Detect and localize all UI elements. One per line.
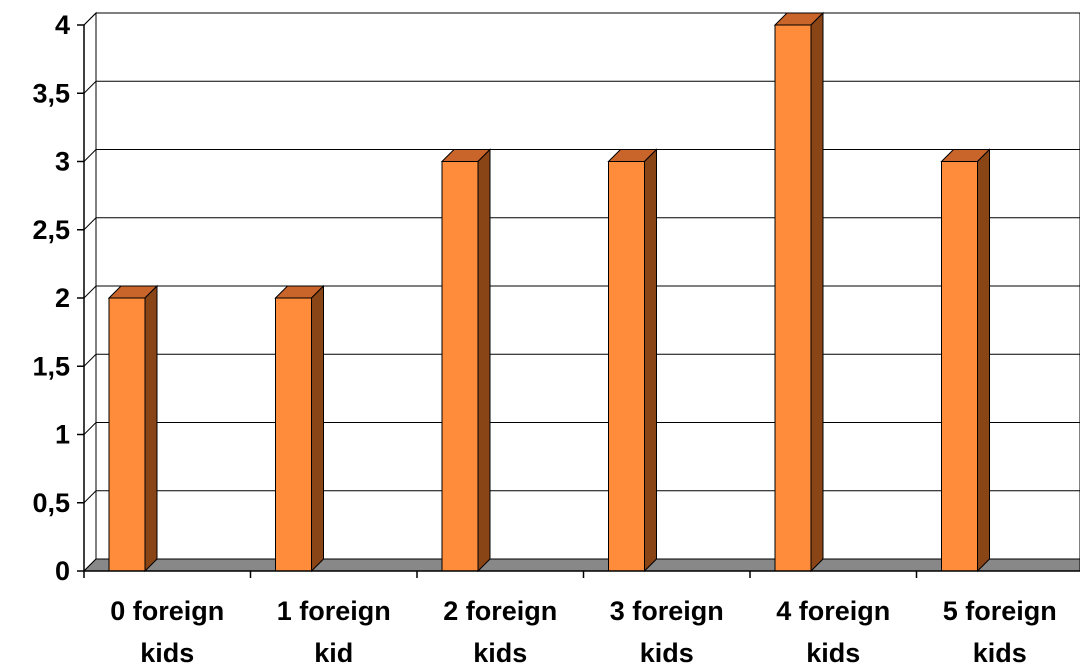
gridline-side (83, 217, 97, 231)
y-tick-label: 3,5 (32, 78, 70, 108)
y-axis-ticks: 0 0,5 1 1,5 2 2,5 3 3,5 4 (32, 10, 84, 586)
x-tick-label-line: kids (473, 638, 527, 668)
x-tick-label-line: 0 foreign (110, 596, 224, 626)
bar (940, 148, 991, 573)
y-tick-label: 1 (55, 420, 70, 450)
x-tick-label-line: kids (973, 638, 1027, 668)
bar (773, 11, 825, 573)
gridline-side (83, 149, 97, 162)
gridline-side (83, 422, 97, 435)
gridlines (83, 12, 1080, 504)
x-tick-label: 4 foreign kids (776, 596, 890, 668)
bar-side (477, 148, 491, 573)
bar (607, 148, 658, 573)
x-tick-label-line: 3 foreign (610, 596, 724, 626)
x-tick-label-line: 4 foreign (776, 596, 890, 626)
gridline-side (83, 285, 97, 299)
x-tick-label: 3 foreign kids (610, 596, 724, 668)
bar-side (810, 11, 824, 573)
bar-side (144, 284, 158, 573)
bar-front (608, 161, 645, 572)
x-tick-label-line: kid (314, 638, 353, 668)
bars (107, 11, 991, 573)
y-tick-label: 1,5 (32, 351, 70, 381)
x-tick-label: 0 foreign kids (110, 596, 224, 668)
bar-side (644, 148, 657, 573)
x-tick-label: 5 foreign kids (943, 596, 1057, 668)
chart-walls (83, 11, 1080, 573)
chart-floor (82, 558, 1080, 572)
bar-front (441, 161, 479, 572)
y-tick-label: 3 (55, 147, 70, 177)
gridline-side (83, 12, 97, 26)
x-tick-label: 1 foreign kid (277, 596, 391, 668)
bar (440, 148, 492, 573)
bar-front (774, 24, 812, 572)
y-tick-label: 2 (55, 283, 70, 313)
y-tick-label: 0 (55, 556, 70, 586)
bar (274, 284, 325, 573)
gridline-side (83, 490, 97, 504)
x-tick-label-line: kids (806, 638, 860, 668)
bar-side (311, 284, 324, 573)
gridline-side (83, 80, 97, 94)
floor (82, 558, 1080, 572)
bar (107, 284, 159, 573)
bar-front (108, 297, 146, 572)
x-tick-label: 2 foreign kids (443, 596, 557, 668)
y-tick-label: 0,5 (32, 488, 70, 518)
y-tick-label: 2,5 (32, 215, 70, 245)
x-tick-label-line: kids (640, 638, 694, 668)
x-tick-label-line: 5 foreign (943, 596, 1057, 626)
x-tick-label-line: 1 foreign (277, 596, 391, 626)
x-tick-label-line: 2 foreign (443, 596, 557, 626)
bar-side (977, 148, 990, 573)
bar-front (941, 161, 978, 572)
y-tick-label: 4 (55, 10, 70, 40)
x-tick-label-line: kids (140, 638, 194, 668)
gridline-side (83, 353, 97, 367)
bar-front (275, 297, 312, 572)
